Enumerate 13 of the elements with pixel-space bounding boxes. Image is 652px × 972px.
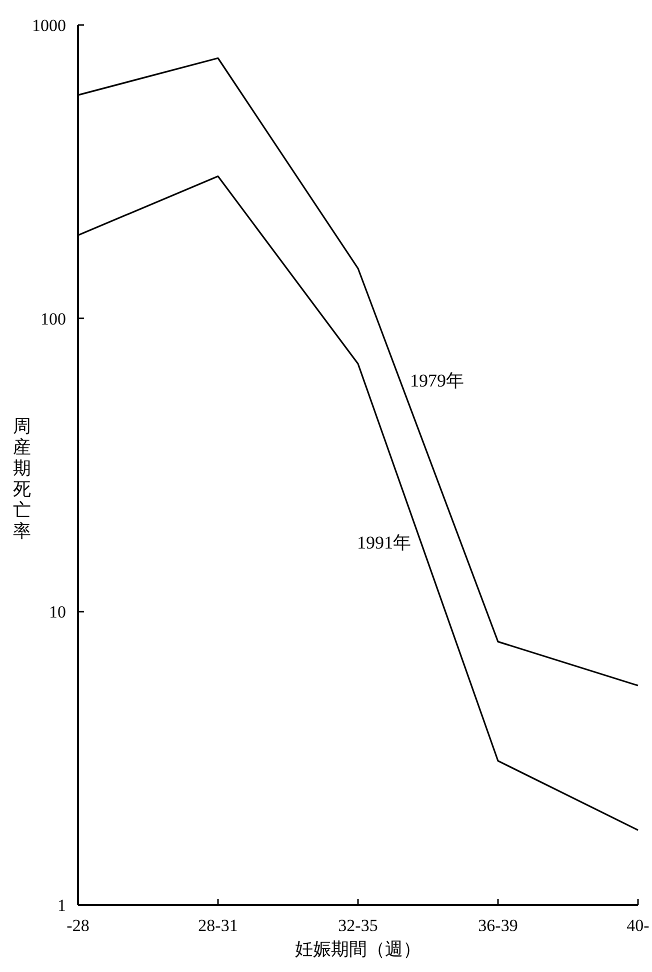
x-axis-title: 妊娠期間（週）: [295, 939, 421, 959]
x-tick-label: 36-39: [478, 916, 518, 935]
x-tick-label: 28-31: [198, 916, 238, 935]
y-tick-label: 1: [58, 896, 66, 915]
y-tick-label: 10: [49, 602, 66, 622]
series-label: 1991年: [357, 532, 411, 552]
y-axis-title: 周産期死亡率: [13, 416, 31, 541]
x-tick-label: 40-: [626, 916, 650, 935]
x-tick-label: -28: [66, 916, 90, 935]
x-tick-label: 32-35: [338, 916, 378, 935]
y-tick-label: 1000: [32, 16, 66, 35]
series-label: 1979年: [410, 370, 464, 390]
y-tick-label: 100: [40, 309, 66, 328]
